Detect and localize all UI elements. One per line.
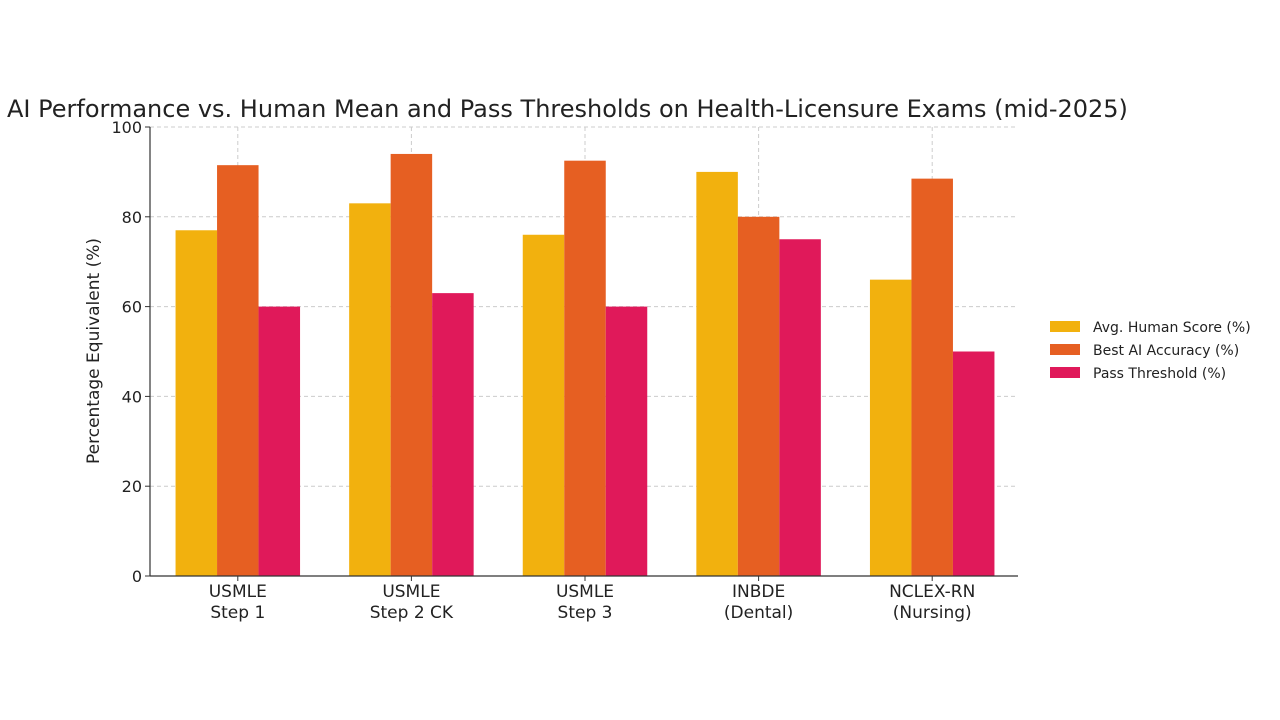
bar-1-3	[522, 234, 565, 576]
bar-3-4	[779, 239, 821, 576]
x-tick-label: Step 2 CK	[370, 603, 454, 623]
bar-3-3	[605, 306, 648, 576]
y-tick-label: 60	[122, 298, 142, 317]
x-tick-label: Step 1	[210, 603, 265, 623]
bar-1-5	[869, 279, 912, 576]
bar-1-2	[349, 203, 391, 576]
legend-swatch	[1050, 367, 1080, 378]
x-tick-label: NCLEX-RN	[889, 582, 975, 602]
y-axis-label: Percentage Equivalent (%)	[84, 238, 104, 464]
bar-1-1	[175, 230, 218, 576]
x-tick-label: (Nursing)	[893, 603, 972, 623]
bar-3-1	[258, 306, 301, 576]
y-tick-label: 40	[122, 387, 142, 406]
legend-label: Avg. Human Score (%)	[1093, 320, 1251, 336]
bar-2-1	[217, 165, 259, 577]
chart-title: AI Performance vs. Human Mean and Pass T…	[7, 95, 1128, 123]
bar-2-5	[911, 178, 953, 576]
legend: Avg. Human Score (%) Best AI Accuracy (%)…	[1050, 320, 1251, 382]
bar-2-2	[390, 153, 433, 576]
legend-label: Best AI Accuracy (%)	[1093, 343, 1239, 359]
legend-label: Pass Threshold (%)	[1093, 366, 1226, 382]
x-tick-label: Step 3	[558, 603, 613, 623]
bar-2-4	[737, 216, 780, 577]
bar-3-5	[952, 351, 995, 576]
legend-swatch	[1050, 321, 1080, 332]
bar-3-2	[432, 293, 474, 576]
y-tick-label: 100	[111, 118, 142, 137]
x-tick-label: INBDE	[732, 582, 785, 602]
x-tick-label: USMLE	[382, 582, 440, 602]
x-tick-label: (Dental)	[724, 603, 793, 623]
y-tick-label: 0	[132, 567, 142, 586]
bar-1-4	[696, 171, 738, 576]
x-tick-label: USMLE	[209, 582, 267, 602]
y-tick-label: 20	[122, 477, 142, 496]
y-tick-label: 80	[122, 208, 142, 227]
x-tick-label: USMLE	[556, 582, 614, 602]
legend-swatch	[1050, 344, 1080, 355]
bars	[175, 153, 995, 577]
bar-2-3	[564, 160, 606, 577]
